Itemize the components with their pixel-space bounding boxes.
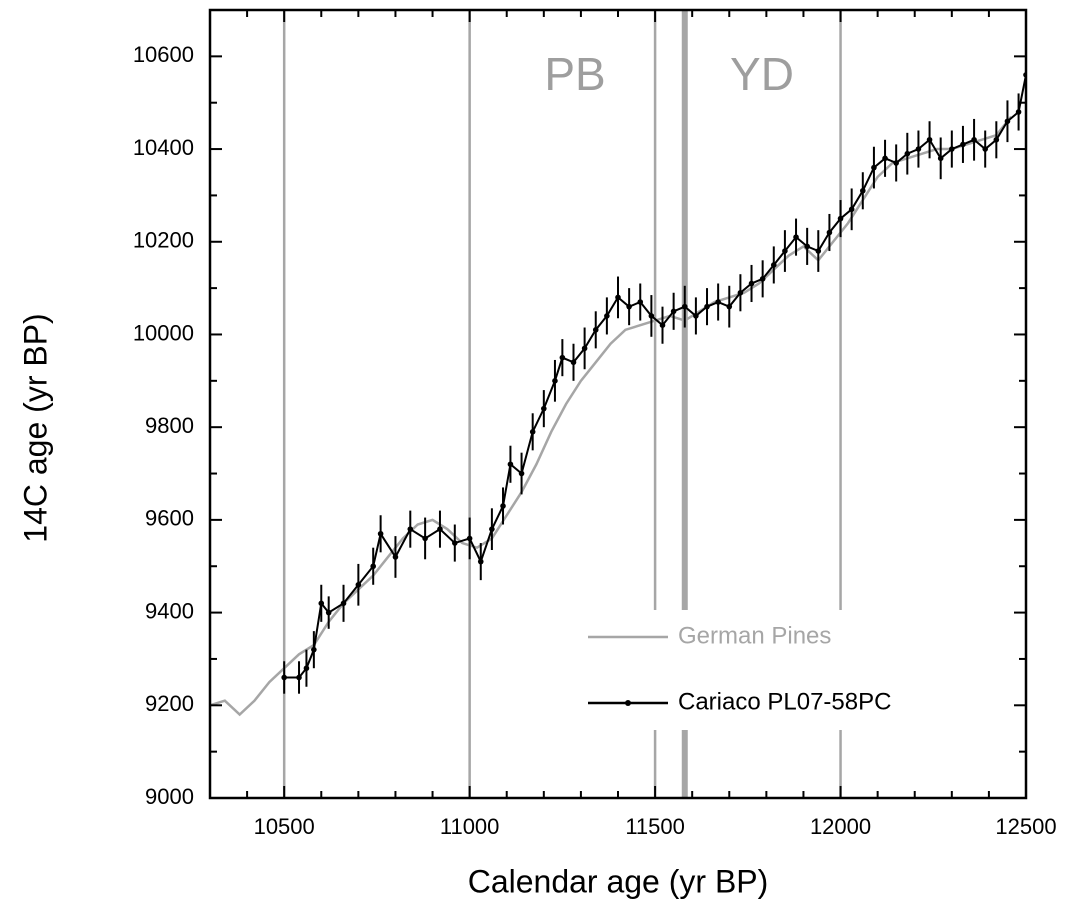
data-point xyxy=(422,535,428,542)
data-point xyxy=(392,554,399,560)
legend-label: German Pines xyxy=(678,622,831,649)
y-tick-label: 10600 xyxy=(133,42,194,67)
data-point xyxy=(452,540,458,546)
data-point xyxy=(318,600,325,607)
data-point xyxy=(615,294,621,301)
data-point xyxy=(529,429,536,435)
x-tick-label: 12000 xyxy=(810,814,871,839)
data-point xyxy=(949,146,955,152)
data-point xyxy=(704,303,710,310)
data-point xyxy=(826,229,833,236)
data-point xyxy=(915,146,922,152)
legend-marker xyxy=(625,700,631,706)
data-point xyxy=(500,503,506,509)
data-point xyxy=(541,405,547,412)
data-point xyxy=(437,526,443,532)
data-point xyxy=(489,526,495,532)
data-point xyxy=(1015,109,1022,115)
data-point xyxy=(303,665,310,672)
data-point xyxy=(518,470,525,477)
data-point xyxy=(793,234,799,240)
plot xyxy=(210,54,1026,717)
data-point xyxy=(993,136,1000,143)
data-point xyxy=(848,206,855,213)
data-point xyxy=(860,187,866,194)
data-point xyxy=(570,359,577,366)
data-point xyxy=(626,303,632,310)
data-point xyxy=(770,262,777,268)
data-point xyxy=(726,303,733,310)
data-point xyxy=(693,313,699,319)
annotation: PB xyxy=(544,48,605,100)
data-point xyxy=(407,526,414,532)
x-tick-label: 11000 xyxy=(440,814,500,839)
data-point xyxy=(715,299,721,305)
legend-background xyxy=(580,610,970,730)
data-point xyxy=(737,289,744,296)
data-point xyxy=(311,646,317,653)
y-tick-label: 10400 xyxy=(133,135,194,160)
y-tick-label: 9600 xyxy=(145,506,194,531)
data-point xyxy=(926,136,933,143)
data-point xyxy=(759,276,766,282)
y-tick-label: 10200 xyxy=(133,228,194,253)
data-point xyxy=(592,327,599,333)
data-point xyxy=(466,535,473,542)
data-point xyxy=(604,313,610,319)
data-point xyxy=(871,164,877,171)
data-point xyxy=(681,303,688,310)
y-tick-label: 10000 xyxy=(133,320,194,345)
data-point xyxy=(296,674,302,681)
data-point xyxy=(893,160,899,166)
x-tick-label: 10500 xyxy=(254,814,315,839)
data-point xyxy=(507,461,514,468)
data-point xyxy=(882,155,888,162)
data-point xyxy=(815,248,822,254)
x-axis-title: Calendar age (yr BP) xyxy=(468,863,769,899)
y-axis-title: 14C age (yr BP) xyxy=(17,313,53,542)
data-point xyxy=(355,581,362,588)
data-point xyxy=(748,280,755,287)
y-tick-label: 9400 xyxy=(145,598,194,623)
data-point xyxy=(1004,118,1011,125)
x-tick-label: 11500 xyxy=(625,814,685,839)
data-point xyxy=(670,308,677,315)
y-tick-label: 9800 xyxy=(145,413,194,438)
y-tick-label: 9000 xyxy=(145,784,194,809)
data-point xyxy=(648,313,655,319)
x-tick-label: 12500 xyxy=(995,814,1056,839)
data-point xyxy=(559,354,566,361)
data-point xyxy=(982,146,988,152)
data-point xyxy=(477,558,484,565)
data-point xyxy=(370,563,377,570)
data-point xyxy=(581,345,588,352)
data-point xyxy=(804,243,810,250)
data-point xyxy=(281,674,287,681)
data-point xyxy=(377,530,384,537)
data-point xyxy=(960,141,966,148)
data-point xyxy=(659,322,666,329)
data-point xyxy=(837,215,844,222)
y-tick-label: 9200 xyxy=(145,691,194,716)
data-point xyxy=(325,609,332,616)
data-point xyxy=(782,248,788,254)
data-point xyxy=(340,600,347,607)
data-point xyxy=(937,155,944,162)
annotation: YD xyxy=(730,48,794,100)
data-point xyxy=(971,136,977,143)
data-point xyxy=(904,150,911,157)
data-point xyxy=(637,299,644,305)
legend-label: Cariaco PL07-58PC xyxy=(678,688,891,715)
data-point xyxy=(552,378,558,384)
